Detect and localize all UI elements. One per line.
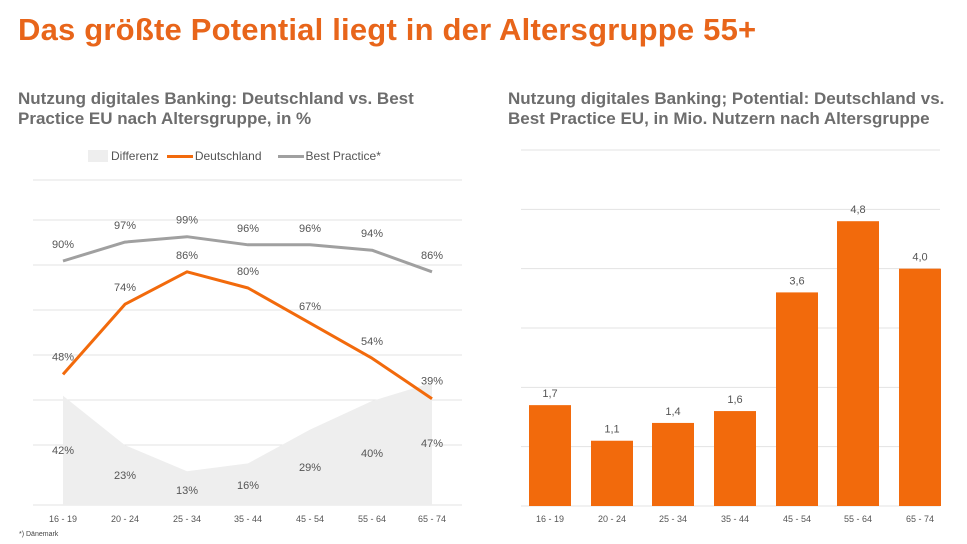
legend-swatch-best-practice	[277, 154, 304, 158]
bar-chart-x-tick-label: 45 - 54	[783, 514, 811, 524]
best-practice-data-label: 90%	[52, 239, 74, 251]
bar	[652, 422, 694, 506]
best-practice-data-label: 86%	[421, 250, 443, 262]
page-headline: Das größte Potential liegt in der Alters…	[18, 12, 757, 47]
deutschland-data-label: 80%	[237, 266, 259, 278]
legend-swatch-differenz	[88, 150, 108, 162]
best-practice-data-label: 96%	[237, 223, 259, 235]
deutschland-data-label: 48%	[52, 351, 74, 363]
bar-data-label: 4,8	[850, 204, 865, 216]
bar-data-label: 3,6	[789, 275, 804, 287]
bar-chart-x-tick-label: 25 - 34	[659, 514, 687, 524]
bar-data-label: 1,4	[665, 406, 680, 418]
deutschland-data-label: 67%	[299, 301, 321, 313]
left-chart-title: Nutzung digitales Banking: Deutschland v…	[18, 89, 414, 129]
best-practice-data-label: 97%	[114, 220, 136, 232]
left-chart-title-line1: Nutzung digitales Banking: Deutschland v…	[18, 89, 414, 108]
differenz-data-label: 40%	[361, 448, 383, 460]
legend-label-differenz: Differenz	[111, 149, 159, 163]
bar-data-label: 1,7	[542, 388, 557, 400]
right-chart-title: Nutzung digitales Banking; Potential: De…	[508, 89, 944, 129]
legend-item-deutschland: Deutschland	[166, 149, 262, 163]
line-chart-x-tick-label: 45 - 54	[296, 514, 324, 524]
legend-label-best-practice: Best Practice*	[305, 149, 381, 163]
bar-data-label: 1,1	[604, 424, 619, 436]
line-chart-x-tick-label: 55 - 64	[358, 514, 386, 524]
bar	[591, 440, 633, 506]
differenz-area	[63, 382, 432, 505]
differenz-data-label: 42%	[52, 445, 74, 457]
bar	[776, 292, 818, 506]
bar-chart-x-tick-label: 20 - 24	[598, 514, 626, 524]
best-practice-data-label: 99%	[176, 215, 198, 227]
differenz-data-label: 29%	[299, 462, 321, 474]
legend-item-differenz: Differenz	[88, 149, 159, 163]
right-chart-title-line2: Best Practice EU, in Mio. Nutzern nach A…	[508, 109, 930, 128]
line-chart-x-tick-label: 16 - 19	[49, 514, 77, 524]
footnote: *) Dänemark	[19, 531, 59, 538]
bar-data-label: 1,6	[727, 394, 742, 406]
bar-data-label: 4,0	[912, 252, 927, 264]
differenz-data-label: 13%	[176, 485, 198, 497]
bar-chart-x-tick-label: 65 - 74	[906, 514, 934, 524]
bar	[714, 411, 756, 506]
line-chart-legend: Differenz Deutschland Best Practice*	[88, 147, 383, 165]
legend-item-best-practice: Best Practice*	[277, 149, 381, 163]
bar-chart-x-tick-label: 16 - 19	[536, 514, 564, 524]
differenz-data-label: 16%	[237, 480, 259, 492]
bar-chart-x-tick-label: 35 - 44	[721, 514, 749, 524]
left-chart-title-line2: Practice EU nach Altersgruppe, in %	[18, 109, 312, 128]
right-chart-title-line1: Nutzung digitales Banking; Potential: De…	[508, 89, 945, 108]
best-practice-data-label: 94%	[361, 228, 383, 240]
line-chart-x-tick-label: 20 - 24	[111, 514, 139, 524]
line-chart-x-tick-label: 25 - 34	[173, 514, 201, 524]
legend-swatch-deutschland	[166, 154, 193, 158]
bar	[837, 221, 879, 506]
legend-label-deutschland: Deutschland	[194, 149, 262, 163]
best-practice-data-label: 96%	[299, 223, 321, 235]
line-chart-x-tick-label: 35 - 44	[234, 514, 262, 524]
differenz-data-label: 23%	[114, 470, 136, 482]
bar	[529, 405, 571, 506]
bar	[899, 268, 941, 506]
deutschland-data-label: 74%	[114, 282, 136, 294]
line-chart-x-tick-label: 65 - 74	[418, 514, 446, 524]
deutschland-data-label: 54%	[361, 336, 383, 348]
deutschland-data-label: 86%	[176, 250, 198, 262]
deutschland-data-label: 39%	[421, 376, 443, 388]
bar-chart-x-tick-label: 55 - 64	[844, 514, 872, 524]
differenz-data-label: 47%	[421, 438, 443, 450]
